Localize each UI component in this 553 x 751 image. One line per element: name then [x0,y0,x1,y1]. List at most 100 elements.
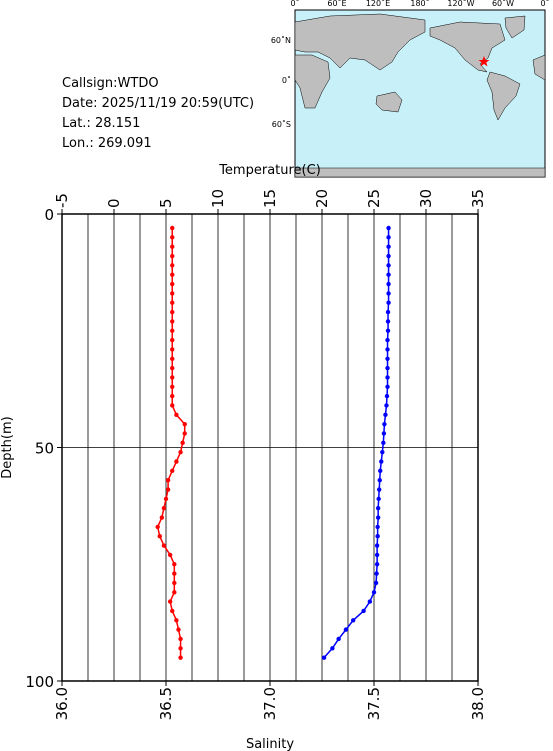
profile-point [381,440,386,446]
map-lon-label: 60˚E [327,0,346,8]
map-lat-label: 60˚N [271,35,291,45]
info-line: Callsign:WTDO [62,76,159,91]
map-lon-label: 120˚E [366,0,390,8]
profile-point [386,281,391,287]
profile-point [170,328,175,333]
profile-point [180,440,185,446]
profile-point [170,608,175,614]
x2-tick-label: 20 [313,189,331,208]
profile-point [178,655,183,660]
profile-point [170,384,175,389]
profile-point [170,235,175,240]
y-tick-label: 0 [44,206,54,224]
x2-tick-label: 0 [105,198,123,208]
profile-point [321,655,327,660]
profile-point [374,543,380,548]
profile-point [381,431,387,436]
x2-tick-label: 5 [157,198,175,208]
profile-point [170,468,175,474]
profile-point [386,244,391,249]
profile-point [170,365,175,371]
profile-point [380,449,385,455]
x-axis-label: Salinity [246,737,294,751]
profile-point [172,571,177,576]
profile-point [343,627,349,632]
x2-axis-label: Temperature(C) [218,163,321,178]
profile-point [377,487,382,492]
map-lon-label: 180˚ [410,0,429,8]
x2-tick-label: 10 [209,189,227,208]
info-line: Lon.: 269.091 [62,136,152,151]
profile-point [170,225,175,231]
profile-point [367,599,373,604]
profile-point [376,496,381,502]
profile-point [174,459,179,464]
profile-point [178,449,183,455]
x-tick-label: 36.0 [53,687,71,720]
profile-point [385,328,391,333]
y-axis-label: Depth(m) [0,416,15,478]
profile-point [375,506,381,511]
profile-point [385,375,390,380]
profile-point [375,534,380,539]
map-lon-label: 60˚W [492,0,514,8]
profile-point [386,272,391,277]
profile-point [336,636,341,642]
map-station-star [478,56,490,67]
profile-point [383,412,388,418]
profile-point [385,309,391,315]
y-tick-label: 100 [25,673,54,691]
profile-point [174,412,179,418]
profile-point [172,590,177,595]
profile-point [159,515,165,520]
profile-point [374,562,380,567]
profile-point [157,534,162,539]
x-tick-label: 37.0 [261,687,279,720]
profile-point [378,468,383,474]
profile-point [170,291,175,296]
profile-point [374,552,380,558]
profile-point [170,375,175,380]
map-lon-label: 0˚ [540,0,549,8]
profile-point [170,272,175,277]
profile-point [165,477,171,483]
profile-point [379,459,384,464]
profile-point [375,524,380,530]
profile-point [167,552,173,558]
profile-point [170,263,175,268]
x-tick-label: 37.5 [365,687,383,720]
profile-point [170,403,175,408]
x2-tick-label: 35 [469,189,487,208]
map-lon-label: 120˚W [447,0,474,8]
map-lon-label: 0˚ [290,0,299,8]
profile-point [374,571,379,576]
profile-point [163,496,169,502]
profile-point [170,347,175,352]
profile-point [384,393,390,399]
profile-point [377,477,382,483]
x2-tick-label: -5 [53,193,71,208]
profile-point [170,319,175,324]
profile-point [386,263,391,268]
info-line: Date: 2025/11/19 20:59(UTC) [62,96,254,111]
profile-point [386,300,391,305]
x2-tick-label: 15 [261,189,279,208]
profile-point [167,599,173,604]
x2-tick-label: 30 [417,189,435,208]
profile-point [161,543,167,548]
profile-point [178,646,183,651]
profile-point [385,337,390,343]
profile-point [182,421,187,427]
profile-point [170,281,175,287]
map-land [294,13,546,178]
map-lat-label: 60˚S [272,119,291,129]
x2-tick-label: 25 [365,189,383,208]
profile-point [155,524,160,530]
map-inset: 0˚ 60˚E 120˚E 180˚ 120˚W 60˚W 0˚ 60˚N 0˚ 60˚S [271,0,550,178]
profile-point [386,291,391,296]
profile-point [385,356,390,361]
profile-line [323,228,390,659]
x-tick-label: 36.5 [157,687,175,720]
profile-point [361,608,366,614]
